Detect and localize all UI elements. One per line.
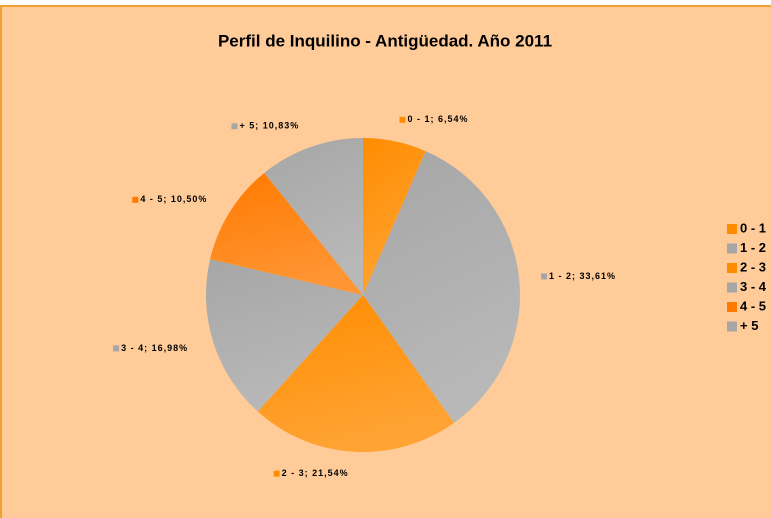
data-label: 0 - 1; 6,54% bbox=[408, 114, 469, 124]
pie-slice bbox=[210, 172, 363, 295]
legend-label: 1 - 2 bbox=[740, 240, 766, 255]
legend-key bbox=[727, 321, 737, 332]
pie-slice bbox=[264, 138, 363, 295]
legend-label: 2 - 3 bbox=[740, 259, 766, 274]
pie-slice bbox=[257, 295, 455, 453]
legend-label: 0 - 1 bbox=[740, 220, 766, 235]
data-label-key bbox=[399, 116, 406, 123]
legend-label: + 5 bbox=[740, 318, 758, 333]
data-label-key bbox=[132, 196, 139, 203]
data-label: 4 - 5; 10,50% bbox=[140, 194, 207, 204]
data-label-key bbox=[541, 273, 548, 280]
legend-label: 3 - 4 bbox=[740, 279, 767, 294]
legend-key bbox=[727, 282, 737, 293]
legend-key bbox=[727, 224, 737, 234]
data-label: 2 - 3; 21,54% bbox=[282, 468, 349, 478]
legend-key bbox=[727, 243, 737, 254]
data-label-key bbox=[113, 345, 120, 352]
data-label-key bbox=[231, 123, 238, 130]
data-label: 1 - 2; 33,61% bbox=[549, 271, 616, 281]
legend-label: 4 - 5 bbox=[740, 298, 766, 313]
pie-slice bbox=[363, 138, 426, 295]
data-label-key bbox=[273, 470, 280, 477]
data-label: + 5; 10,83% bbox=[239, 121, 299, 131]
legend-key bbox=[727, 302, 737, 312]
legend-key bbox=[727, 263, 737, 273]
pie-slice bbox=[363, 151, 520, 423]
data-label: 3 - 4; 16,98% bbox=[121, 343, 188, 353]
chart-title: Perfil de Inquilino - Antigüedad. Año 20… bbox=[218, 31, 552, 50]
pie-slice bbox=[206, 259, 363, 412]
